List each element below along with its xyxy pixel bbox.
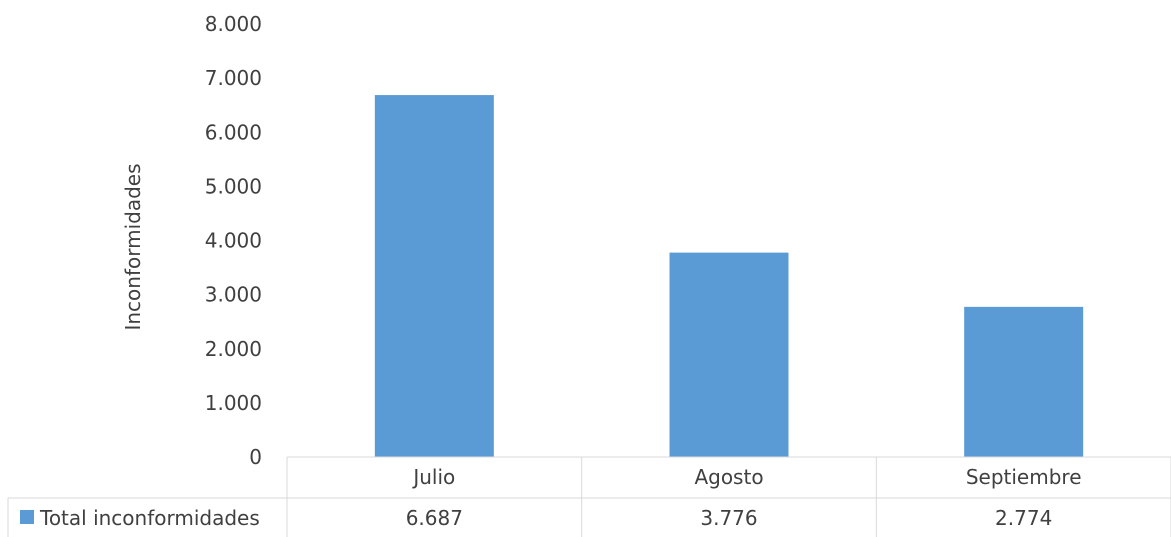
data-label: 6.687	[406, 506, 463, 530]
data-label: 3.776	[700, 506, 757, 530]
bar	[964, 306, 1084, 457]
data-table: Julio Agosto Septiembre 6.687 3.776 2.774 Tota…	[7, 456, 1171, 537]
data-label: 2.774	[995, 506, 1052, 530]
y-axis-ticks: 0 1.000 2.000 3.000 4.000 5.000 6.000 7.000 8.00…	[205, 12, 262, 469]
y-tick-label: 6.000	[205, 120, 262, 144]
y-tick-label: 8.000	[205, 12, 262, 36]
y-tick-label: 2.000	[205, 337, 262, 361]
y-tick-label: 7.000	[205, 66, 262, 90]
bar	[374, 95, 494, 457]
legend-swatch	[20, 510, 34, 524]
y-tick-label: 3.000	[205, 283, 262, 307]
x-tick-label: Septiembre	[966, 465, 1082, 489]
y-tick-label: 0	[249, 445, 262, 469]
y-axis-label: Inconformidades	[121, 163, 145, 330]
y-tick-label: 1.000	[205, 391, 262, 415]
x-tick-label: Agosto	[694, 465, 763, 489]
y-tick-label: 5.000	[205, 174, 262, 198]
bars	[374, 95, 1084, 457]
x-tick-label: Julio	[411, 465, 455, 489]
y-tick-label: 4.000	[205, 229, 262, 253]
legend-label: Total inconformidades	[39, 506, 260, 530]
bar	[669, 252, 789, 457]
